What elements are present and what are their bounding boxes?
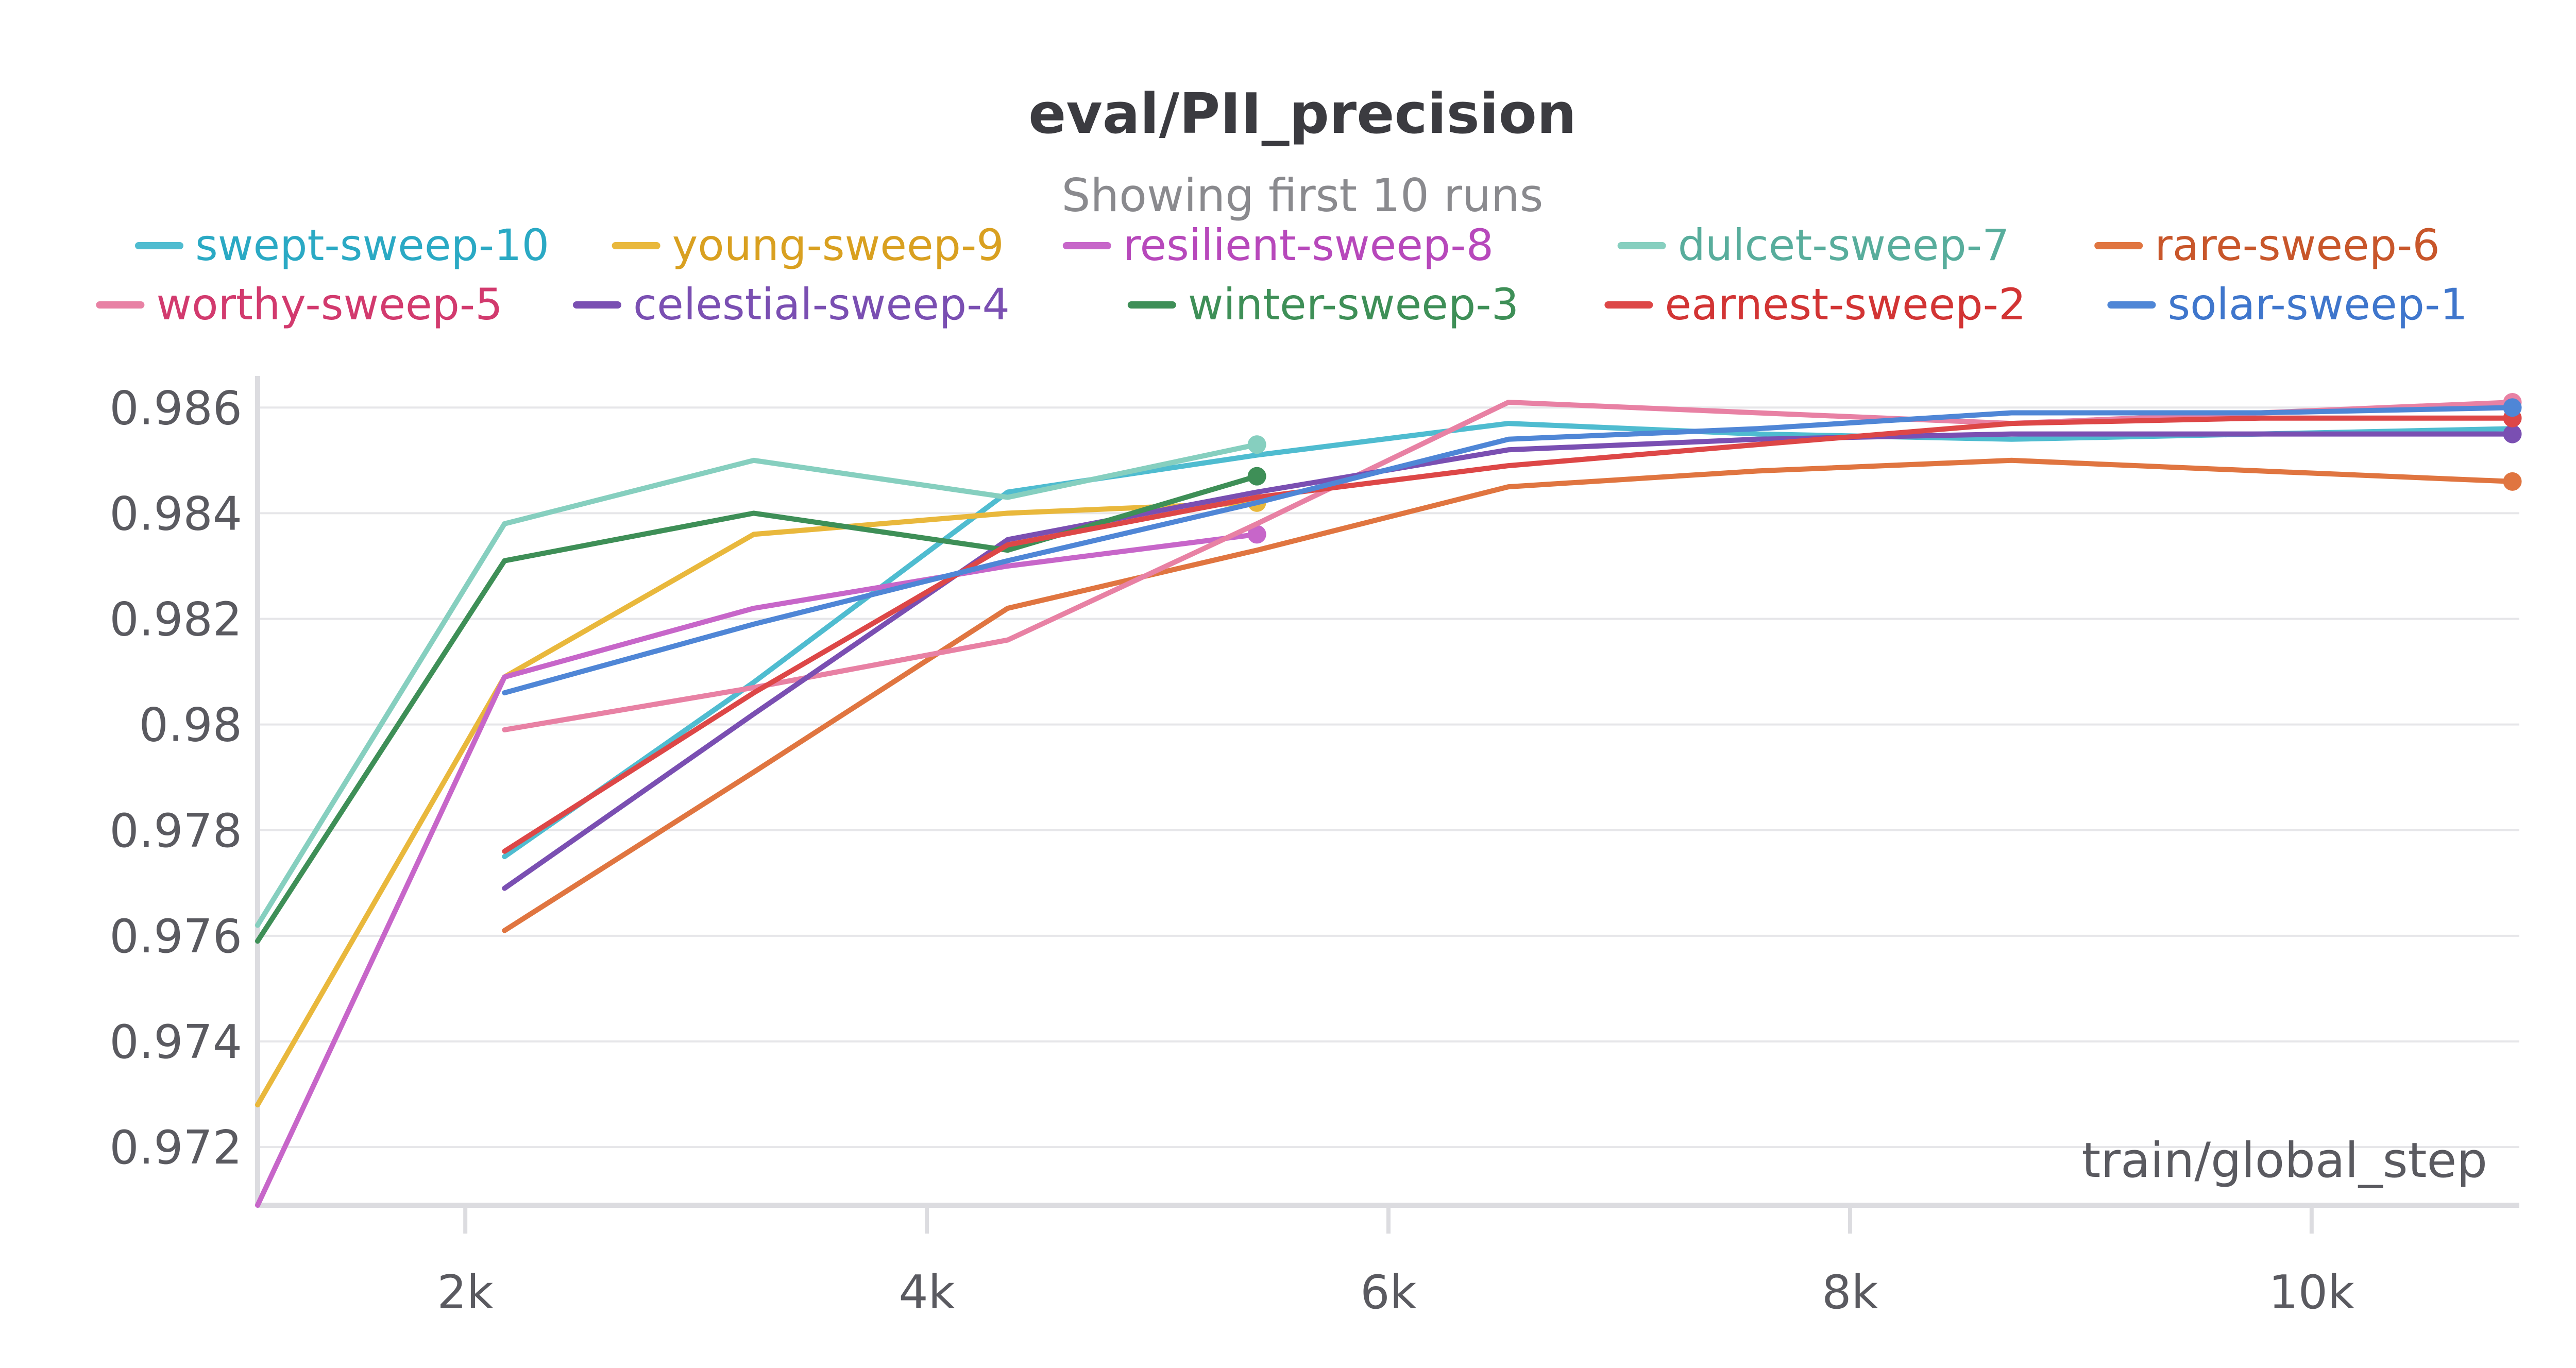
- chart-subtitle: Showing first 10 runs: [1062, 169, 1544, 222]
- legend-label-earnest-sweep-2: earnest-sweep-2: [1665, 279, 2026, 330]
- series-end-point-rare-sweep-6: [2503, 472, 2522, 491]
- x-tick-label: 10k: [2269, 1266, 2355, 1320]
- y-tick-label: 0.986: [109, 381, 242, 435]
- legend-label-celestial-sweep-4: celestial-sweep-4: [633, 279, 1010, 330]
- legend-label-solar-sweep-1: solar-sweep-1: [2167, 279, 2467, 330]
- y-tick-label: 0.974: [109, 1015, 242, 1069]
- series-line-celestial-sweep-4: [502, 431, 2515, 891]
- series-line-rare-sweep-6: [502, 457, 2515, 933]
- y-tick-label: 0.982: [109, 593, 242, 647]
- series-line-young-sweep-9: [255, 500, 1260, 1108]
- x-tick-label: 6k: [1360, 1266, 1416, 1320]
- y-tick-label: 0.984: [109, 487, 242, 541]
- series-end-point-celestial-sweep-4: [2503, 424, 2522, 443]
- series-end-point-dulcet-sweep-7: [1247, 435, 1266, 454]
- series-line-winter-sweep-3: [255, 473, 1260, 944]
- y-tick-label: 0.972: [109, 1121, 242, 1175]
- series-line-dulcet-sweep-7: [255, 442, 1260, 928]
- legend-label-worthy-sweep-5: worthy-sweep-5: [156, 279, 502, 330]
- chart-title: eval/PII_precision: [1028, 82, 1577, 146]
- grid: [258, 406, 2519, 1149]
- x-tick-label: 2k: [437, 1266, 493, 1320]
- axes: 0.972 0.974 0.976 0.978 0.98 0.982 0.984 0.986 2…: [109, 376, 2519, 1320]
- y-tick-label: 0.976: [109, 910, 242, 964]
- series-end-point-solar-sweep-1: [2503, 398, 2522, 417]
- legend-label-swept-sweep-10: swept-sweep-10: [195, 220, 549, 270]
- series-line-solar-sweep-1: [502, 405, 2515, 696]
- series-end-point-resilient-sweep-8: [1247, 525, 1266, 544]
- series-layer: [255, 393, 2522, 1208]
- legend-label-dulcet-sweep-7: dulcet-sweep-7: [1678, 220, 2010, 270]
- series-line-worthy-sweep-5: [502, 400, 2515, 732]
- series-line-resilient-sweep-8: [255, 532, 1260, 1208]
- series-line-earnest-sweep-2: [502, 415, 2515, 854]
- x-tick-label: 8k: [1822, 1266, 1878, 1320]
- legend-label-winter-sweep-3: winter-sweep-3: [1188, 279, 1519, 330]
- legend-label-resilient-sweep-8: resilient-sweep-8: [1123, 220, 1494, 270]
- y-tick-label: 0.98: [139, 698, 242, 753]
- series-end-point-winter-sweep-3: [1247, 467, 1266, 486]
- legend-label-young-sweep-9: young-sweep-9: [672, 220, 1004, 270]
- x-tick-label: 4k: [899, 1266, 955, 1320]
- legend: swept-sweep-10 young-sweep-9 resilient-swe…: [96, 220, 2468, 330]
- y-tick-label: 0.978: [109, 804, 242, 858]
- legend-label-rare-sweep-6: rare-sweep-6: [2155, 220, 2440, 270]
- x-axis-label: train/global_step: [2082, 1133, 2487, 1189]
